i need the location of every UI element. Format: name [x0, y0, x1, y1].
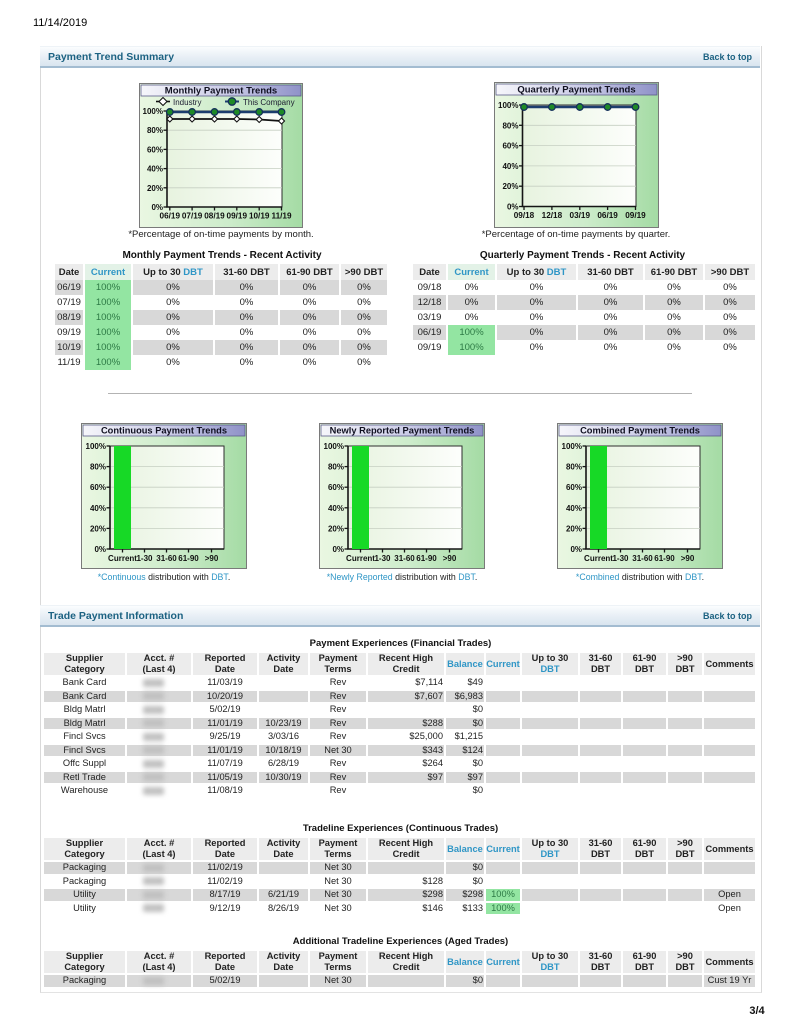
- svg-text:Monthly Payment Trends: Monthly Payment Trends: [165, 86, 277, 97]
- svg-text:20%: 20%: [90, 524, 106, 533]
- svg-text:80%: 80%: [147, 126, 163, 135]
- svg-text:20%: 20%: [502, 182, 518, 191]
- svg-text:Newly Reported Payment Trends: Newly Reported Payment Trends: [330, 426, 475, 436]
- svg-text:20%: 20%: [566, 524, 582, 533]
- svg-text:61-90: 61-90: [654, 554, 675, 563]
- svg-text:61-90: 61-90: [416, 554, 437, 563]
- svg-text:1-30: 1-30: [612, 554, 629, 563]
- svg-text:03/19: 03/19: [570, 211, 591, 220]
- svg-text:Combined Payment Trends: Combined Payment Trends: [580, 426, 700, 436]
- svg-text:10/19: 10/19: [249, 212, 270, 221]
- svg-text:100%: 100%: [324, 442, 344, 451]
- svg-text:40%: 40%: [147, 165, 163, 174]
- svg-text:61-90: 61-90: [178, 554, 199, 563]
- svg-text:80%: 80%: [328, 463, 344, 472]
- svg-text:20%: 20%: [147, 184, 163, 193]
- svg-text:Industry: Industry: [173, 98, 201, 107]
- svg-text:09/18: 09/18: [514, 211, 535, 220]
- svg-text:20%: 20%: [328, 524, 344, 533]
- svg-text:80%: 80%: [90, 463, 106, 472]
- svg-text:100%: 100%: [498, 101, 518, 110]
- svg-text:100%: 100%: [143, 107, 163, 116]
- svg-text:08/19: 08/19: [204, 212, 225, 221]
- svg-text:60%: 60%: [90, 483, 106, 492]
- svg-text:0%: 0%: [94, 545, 106, 554]
- svg-text:40%: 40%: [502, 162, 518, 171]
- svg-text:31-60: 31-60: [156, 554, 177, 563]
- svg-text:Current: Current: [108, 554, 137, 563]
- svg-text:0%: 0%: [332, 545, 344, 554]
- svg-text:1-30: 1-30: [374, 554, 391, 563]
- svg-text:1-30: 1-30: [136, 554, 153, 563]
- svg-text:40%: 40%: [90, 504, 106, 513]
- svg-text:09/19: 09/19: [227, 212, 248, 221]
- svg-text:09/19: 09/19: [625, 211, 646, 220]
- svg-text:This Company: This Company: [243, 98, 295, 107]
- svg-text:>90: >90: [681, 554, 695, 563]
- svg-text:100%: 100%: [86, 442, 106, 451]
- svg-text:40%: 40%: [328, 504, 344, 513]
- svg-text:31-60: 31-60: [632, 554, 653, 563]
- svg-text:Current: Current: [584, 554, 613, 563]
- svg-text:Current: Current: [346, 554, 375, 563]
- svg-text:12/18: 12/18: [542, 211, 563, 220]
- svg-text:0%: 0%: [151, 203, 163, 212]
- svg-text:60%: 60%: [328, 483, 344, 492]
- svg-text:0%: 0%: [570, 545, 582, 554]
- svg-text:06/19: 06/19: [160, 212, 181, 221]
- svg-text:31-60: 31-60: [394, 554, 415, 563]
- svg-text:>90: >90: [205, 554, 219, 563]
- svg-text:>90: >90: [443, 554, 457, 563]
- svg-text:40%: 40%: [566, 504, 582, 513]
- svg-text:60%: 60%: [566, 483, 582, 492]
- svg-text:80%: 80%: [502, 121, 518, 130]
- svg-text:100%: 100%: [562, 442, 582, 451]
- svg-text:60%: 60%: [147, 145, 163, 154]
- svg-text:Continuous Payment Trends: Continuous Payment Trends: [101, 426, 227, 436]
- svg-text:Quarterly Payment Trends: Quarterly Payment Trends: [517, 85, 635, 96]
- svg-text:06/19: 06/19: [597, 211, 618, 220]
- svg-text:60%: 60%: [502, 142, 518, 151]
- svg-text:07/19: 07/19: [182, 212, 203, 221]
- svg-text:0%: 0%: [507, 203, 519, 212]
- svg-text:11/19: 11/19: [271, 212, 291, 221]
- svg-text:80%: 80%: [566, 463, 582, 472]
